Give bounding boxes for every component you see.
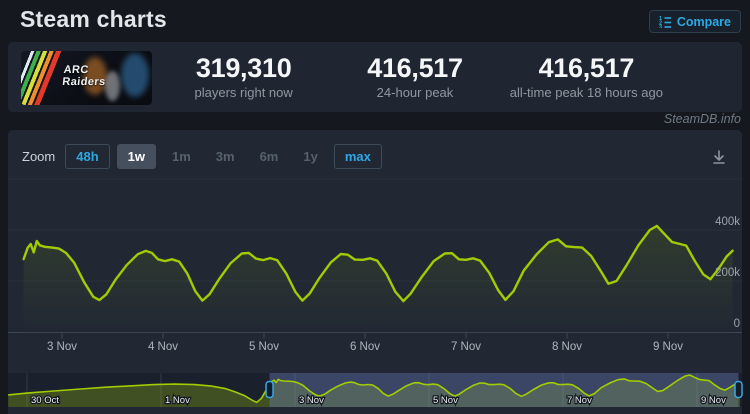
svg-text:7 Nov: 7 Nov [567,395,592,406]
player-count-area-fill [23,225,733,332]
alltime-peak-label: all-time peak 18 hours ago [509,84,663,100]
steamdb-watermark: SteamDB.info [663,112,741,126]
current-players-value: 319,310 [195,53,292,84]
24h-peak-value: 416,517 [367,53,463,84]
svg-text:4 Nov: 4 Nov [148,341,178,353]
svg-text:1: 1 [659,16,662,22]
capsule-character-orange [83,57,107,95]
svg-text:5 Nov: 5 Nov [249,341,279,353]
zoom-1y-button[interactable]: 1y [294,144,326,169]
zoom-1m-button[interactable]: 1m [163,144,200,169]
navigator-area-fill [8,375,740,407]
chart-plot-area[interactable] [8,176,742,333]
svg-text:3 Nov: 3 Nov [47,341,77,353]
svg-text:3 Nov: 3 Nov [299,395,324,406]
stats-row: 319,310 players right now 416,517 24-hou… [158,42,672,112]
navigator-gridlines [26,373,698,407]
svg-text:2: 2 [659,21,662,27]
zoom-3m-button[interactable]: 3m [207,144,244,169]
stat-current-players: 319,310 players right now [158,53,329,100]
svg-text:6 Nov: 6 Nov [350,341,380,353]
game-capsule-image[interactable]: ARC Raiders [21,51,152,105]
svg-text:30 Oct: 30 Oct [31,395,59,406]
zoom-max-button[interactable]: max [333,144,382,169]
svg-text:0: 0 [734,318,740,330]
zoom-48h-button[interactable]: 48h [65,144,110,169]
svg-text:9 Nov: 9 Nov [701,395,726,406]
download-chart-button[interactable] [708,146,730,168]
stat-alltime-peak: 416,517 all-time peak 18 hours ago [501,53,672,100]
svg-text:7 Nov: 7 Nov [451,341,481,353]
download-icon [710,148,728,166]
navigator-selected-range[interactable] [269,373,739,407]
zoom-label: Zoom [22,149,56,164]
svg-text:3: 3 [659,25,662,29]
zoom-1w-button[interactable]: 1w [116,144,156,169]
y-axis-labels: 400k 200k 0 [715,216,740,330]
compare-list-icon: 1 2 3 [659,15,672,28]
svg-text:1 Nov: 1 Nov [165,395,190,406]
alltime-peak-value: 416,517 [538,53,635,84]
capsule-character-blue [121,53,149,97]
player-count-line [22,224,734,303]
zoom-6m-button[interactable]: 6m [251,144,288,169]
svg-text:5 Nov: 5 Nov [433,395,458,406]
stats-panel: ARC Raiders 319,310 players right now 41… [8,42,742,112]
compare-button-label: Compare [676,14,731,29]
navigator-date-labels: 30 Oct 1 Nov 3 Nov 5 Nov 7 Nov 9 Nov [30,394,728,408]
x-axis-labels: 3 Nov 4 Nov 5 Nov 6 Nov 7 Nov 8 Nov 9 Nov [47,341,683,353]
stat-24h-peak: 416,517 24-hour peak [329,53,500,100]
svg-text:400k: 400k [715,216,740,228]
page-title: Steam charts [20,6,167,32]
svg-text:8 Nov: 8 Nov [552,341,582,353]
navigator-left-handle[interactable] [265,380,274,399]
24h-peak-label: 24-hour peak [376,84,454,100]
svg-text:9 Nov: 9 Nov [653,341,683,353]
capsule-character-astronaut [105,71,120,101]
navigator-right-handle[interactable] [734,380,743,399]
svg-text:200k: 200k [715,267,740,279]
x-axis-ticks [61,332,669,339]
zoom-toolbar: Zoom 48h 1w 1m 3m 6m 1y max [22,144,382,169]
compare-button[interactable]: 1 2 3 Compare [648,10,741,33]
current-players-label: players right now [194,84,293,100]
